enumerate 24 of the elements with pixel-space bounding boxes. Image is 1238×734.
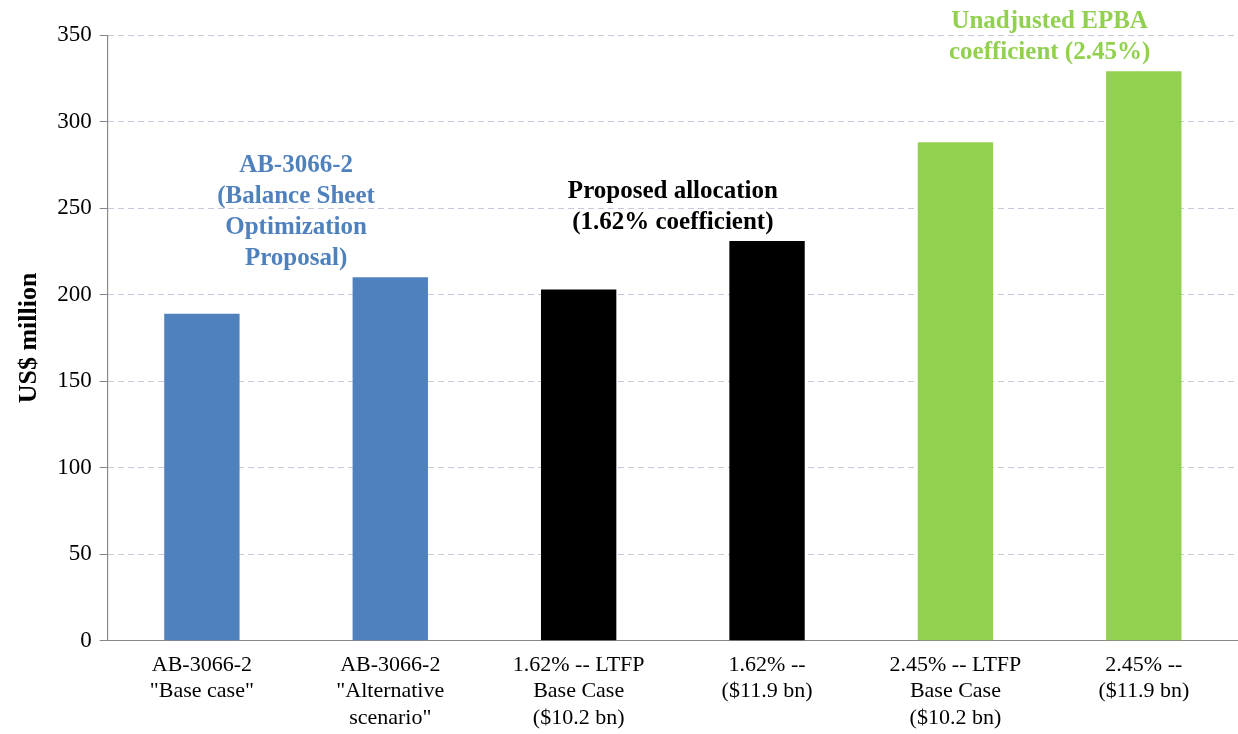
y-tick-label: 200 bbox=[57, 280, 92, 306]
bar bbox=[917, 142, 994, 641]
y-tick-label: 250 bbox=[57, 194, 92, 220]
x-tick-label: AB-3066-2 "Alternative scenario" bbox=[336, 650, 445, 729]
y-tick-label: 150 bbox=[57, 367, 92, 393]
y-tick-label: 50 bbox=[68, 540, 92, 566]
y-tick-label: 100 bbox=[57, 453, 92, 479]
annotation: AB-3066-2 (Balance Sheet Optimization Proposal) bbox=[217, 150, 376, 272]
y-axis-title: US$ million bbox=[13, 271, 43, 404]
y-tick-label: 350 bbox=[57, 21, 92, 47]
bar bbox=[164, 313, 240, 641]
bar bbox=[1106, 71, 1182, 641]
annotation: Unadjusted EPBA coefficient (2.45%) bbox=[948, 6, 1151, 66]
x-tick-label: 2.45% -- ($11.9 bn) bbox=[1098, 650, 1190, 703]
y-tick-label: 0 bbox=[80, 626, 92, 652]
x-tick-label: 1.62% -- ($11.9 bn) bbox=[721, 650, 813, 703]
x-tick-label: 2.45% -- LTFP Base Case ($10.2 bn) bbox=[889, 650, 1022, 729]
bar bbox=[729, 240, 805, 641]
x-tick-label: 1.62% -- LTFP Base Case ($10.2 bn) bbox=[512, 650, 645, 729]
x-tick-label: AB-3066-2 "Base case" bbox=[149, 650, 254, 703]
y-tick-label: 300 bbox=[57, 107, 92, 133]
bar bbox=[352, 277, 428, 641]
annotation: Proposed allocation (1.62% coefficient) bbox=[567, 175, 778, 235]
bar bbox=[540, 289, 617, 641]
